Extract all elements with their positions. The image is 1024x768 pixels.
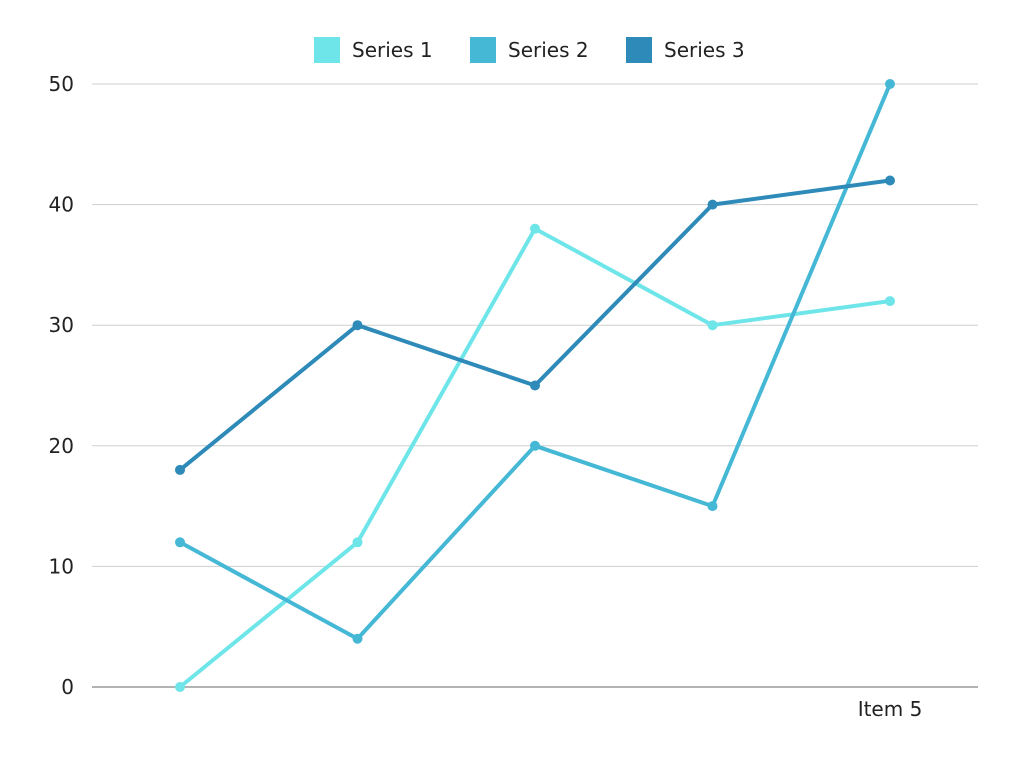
data-point xyxy=(885,79,895,89)
legend-label: Series 1 xyxy=(352,38,433,62)
y-tick-label: 50 xyxy=(49,72,74,96)
legend-swatch xyxy=(314,37,340,63)
y-tick-label: 40 xyxy=(49,193,74,217)
legend-item: Series 1 xyxy=(314,37,433,63)
legend-item: Series 3 xyxy=(626,37,745,63)
legend-item: Series 2 xyxy=(470,37,589,63)
x-axis-ticks: Item 5 xyxy=(858,697,923,721)
legend-label: Series 2 xyxy=(508,38,589,62)
series-line xyxy=(178,82,892,641)
series-line xyxy=(178,226,892,689)
data-point xyxy=(885,175,895,186)
data-point xyxy=(885,296,895,307)
data-point xyxy=(175,537,185,548)
data-point xyxy=(707,501,718,512)
y-tick-label: 30 xyxy=(49,313,74,337)
series-3 xyxy=(175,175,895,475)
data-point xyxy=(352,633,363,644)
series-layer xyxy=(175,79,895,692)
legend-swatch xyxy=(626,37,652,63)
legend-swatch xyxy=(470,37,496,63)
data-point xyxy=(175,464,185,475)
series-1 xyxy=(175,223,895,692)
data-point xyxy=(352,320,363,331)
y-axis-ticks: 0 10 20 30 40 50 xyxy=(49,72,74,699)
data-point xyxy=(530,380,540,391)
data-point xyxy=(352,537,363,548)
data-point xyxy=(707,320,718,331)
data-point xyxy=(707,199,718,210)
chart-legend: Series 1 Series 2 Series 3 xyxy=(314,37,745,63)
y-tick-label: 0 xyxy=(61,675,74,699)
x-tick-label: Item 5 xyxy=(858,697,923,721)
data-point xyxy=(175,682,185,692)
data-point xyxy=(530,223,540,234)
y-tick-label: 10 xyxy=(49,554,74,578)
series-2 xyxy=(175,79,895,644)
legend-label: Series 3 xyxy=(664,38,745,62)
y-tick-label: 20 xyxy=(49,434,74,458)
data-point xyxy=(530,440,540,451)
